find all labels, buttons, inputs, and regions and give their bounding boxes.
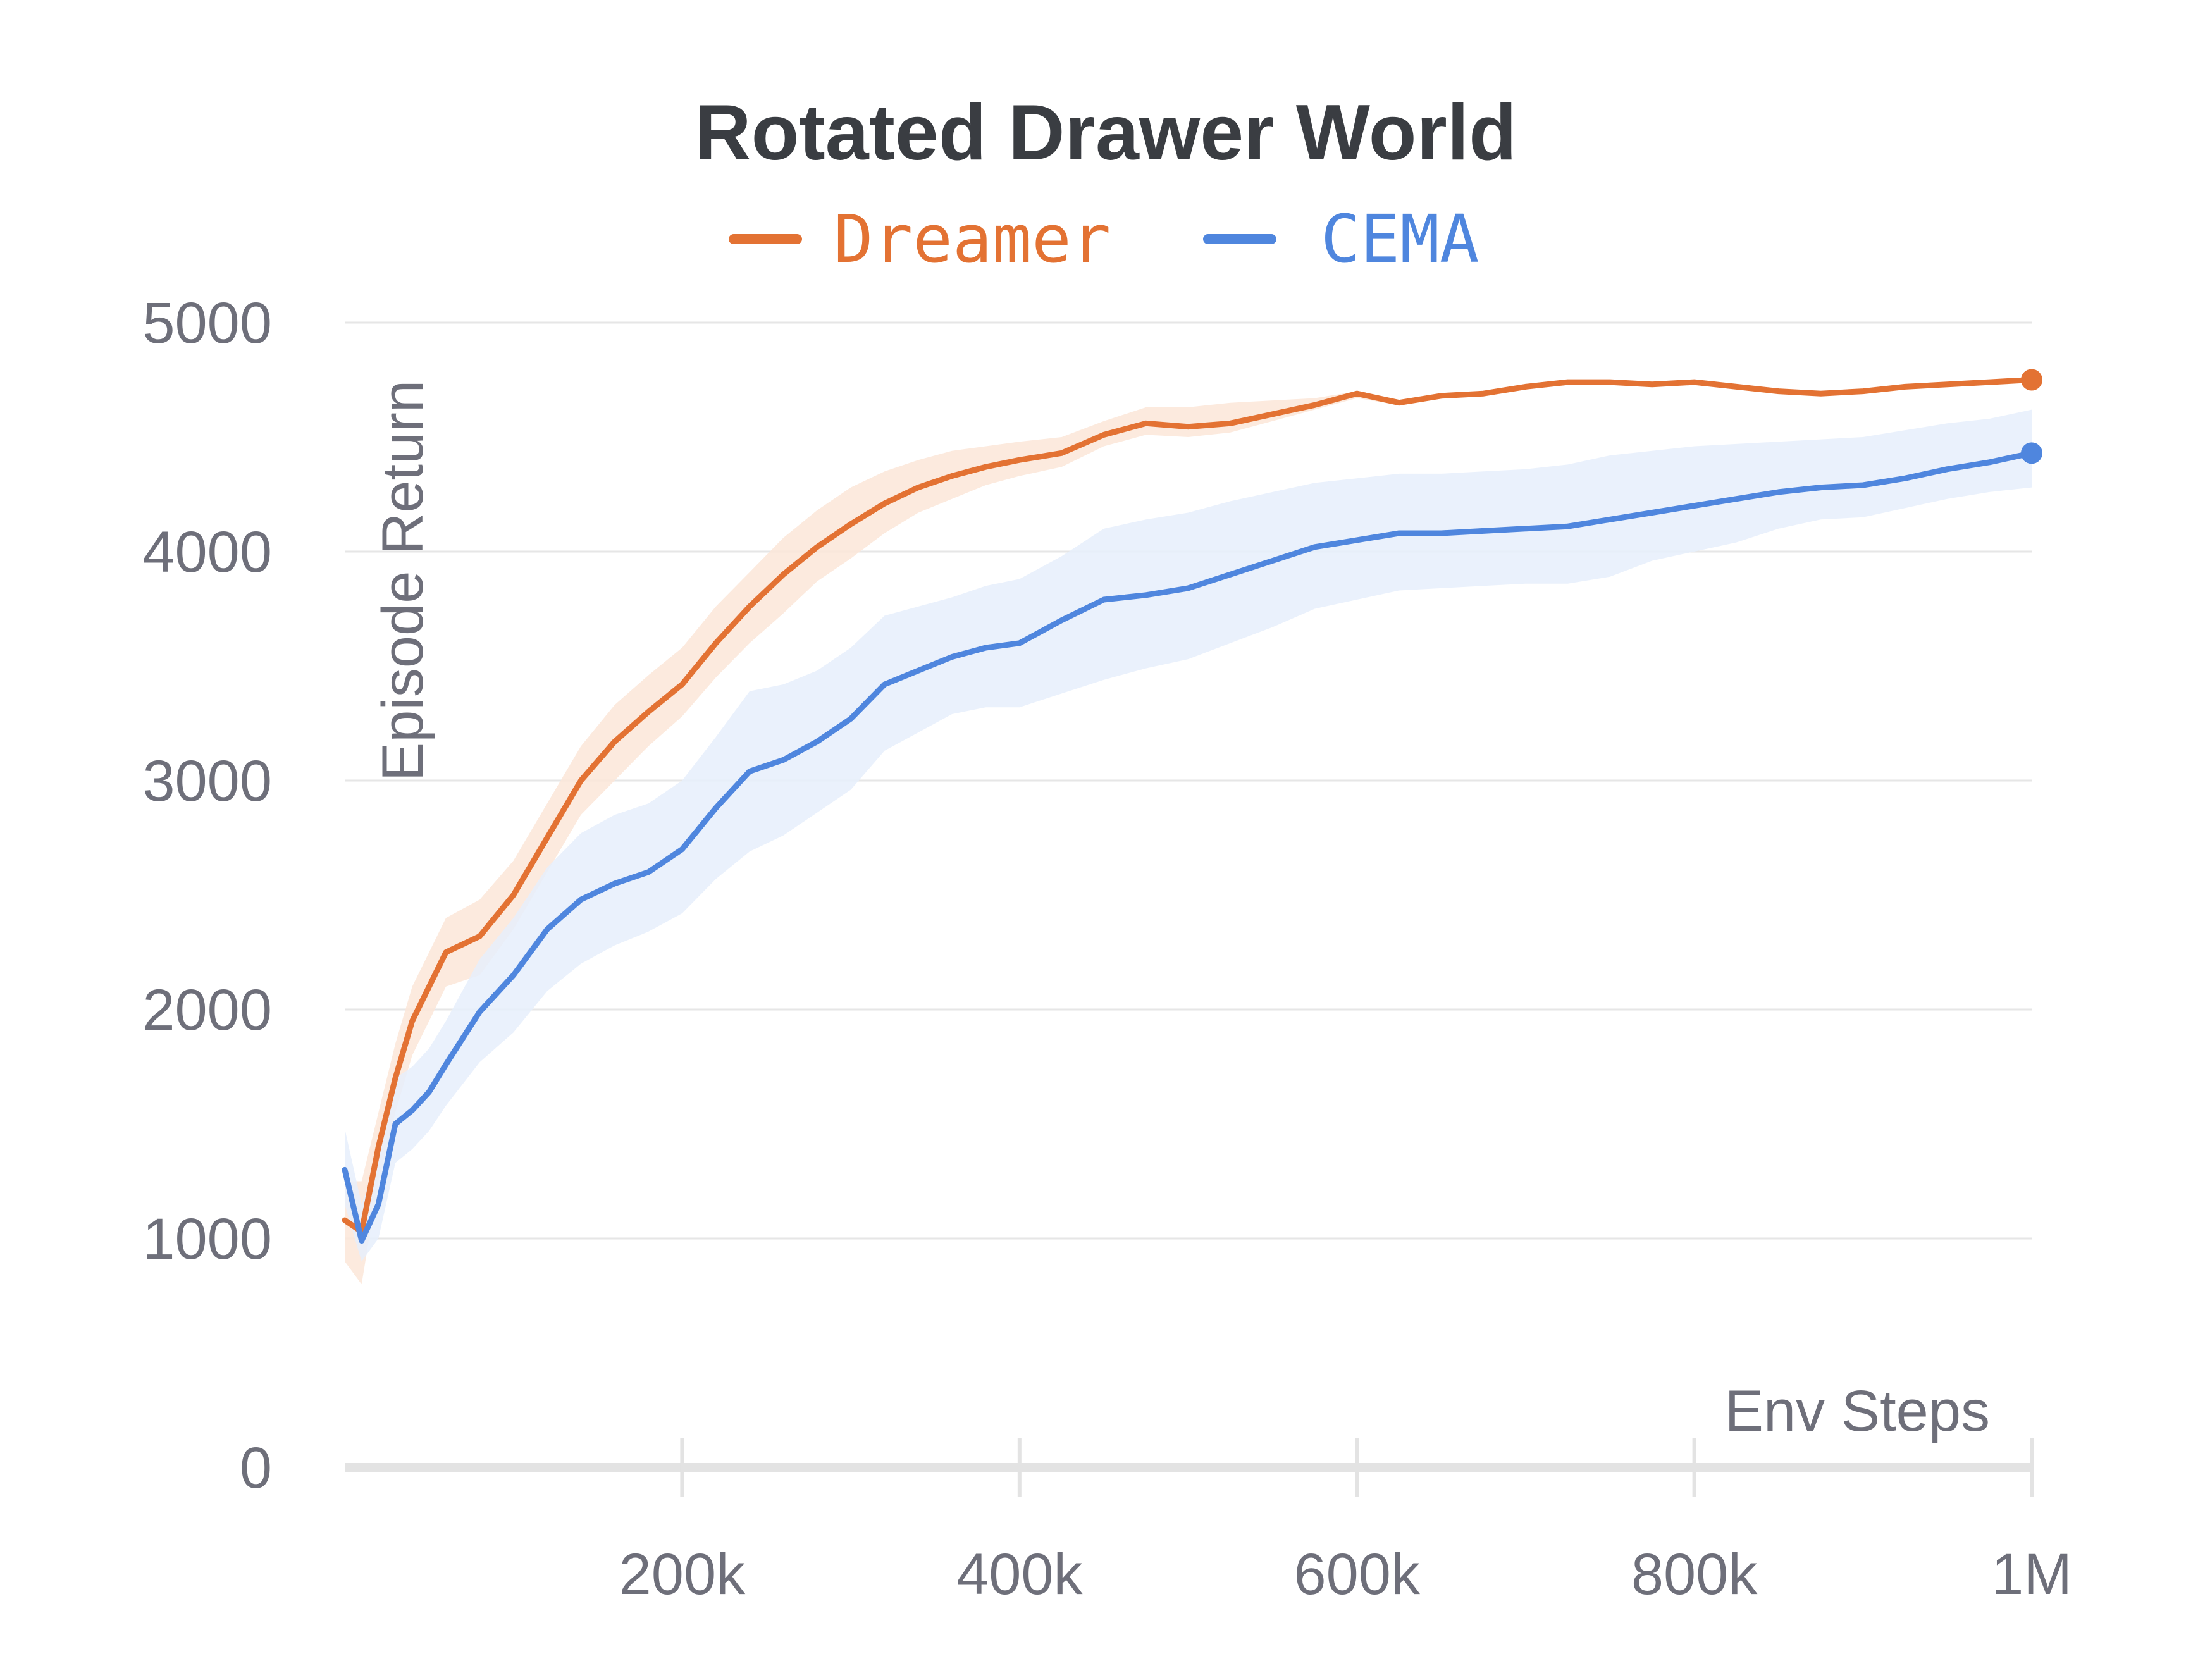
chart-title: Rotated Drawer World [695,89,1517,176]
x-tick-label: 200k [619,1542,746,1607]
y-tick-label: 2000 [142,978,272,1042]
legend-label-dreamer: Dreamer [834,201,1111,278]
x-tick-label: 1M [1991,1542,2072,1607]
series-lines [342,369,2042,1244]
axes [345,1438,2034,1497]
y-axis-label: Episode Return [371,380,435,781]
legend: Dreamer CEMA [729,201,1479,278]
y-tick-label: 4000 [142,520,272,584]
y-tick-label: 1000 [142,1207,272,1271]
confidence-bands [345,377,2032,1285]
band-dreamer [345,377,2032,1285]
x-tick-label: 600k [1294,1542,1420,1607]
x-tick-label: 800k [1631,1542,1758,1607]
y-tick-label: 0 [240,1436,272,1500]
x-axis-label: Env Steps [1725,1379,1990,1443]
line-cema [342,450,2035,1244]
line-dreamer [342,377,2035,1235]
x-tick-label: 400k [956,1542,1083,1607]
legend-label-cema: CEMA [1321,201,1479,278]
endpoint-dreamer [2021,369,2042,391]
tick-labels: 0 1000 2000 3000 4000 5000 200k 400k 600k 800k 1M [142,291,2072,1607]
endpoint-cema [2021,442,2042,464]
y-tick-label: 5000 [142,291,272,355]
band-cema [345,409,2032,1262]
y-tick-label: 3000 [142,749,272,813]
